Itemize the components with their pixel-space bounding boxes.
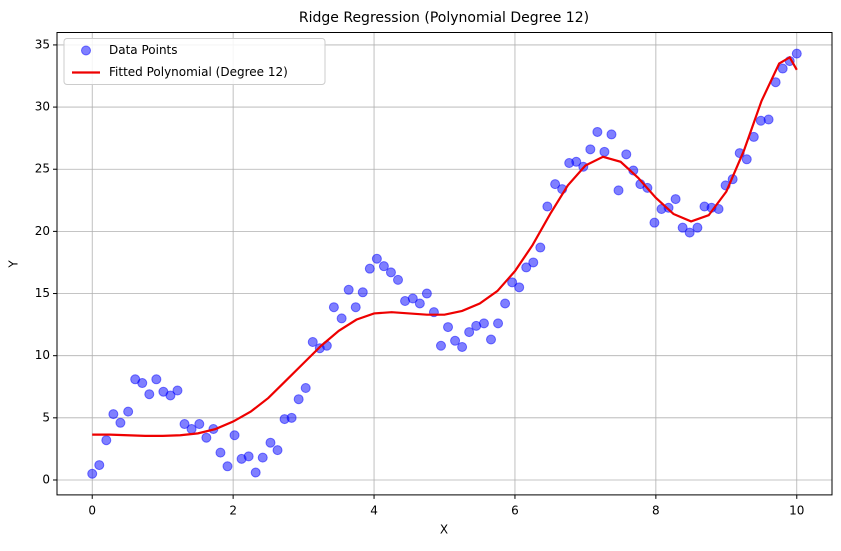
data-point xyxy=(435,340,446,351)
data-point xyxy=(300,383,311,394)
x-axis-label: X xyxy=(440,523,448,537)
data-point xyxy=(144,389,155,400)
data-point xyxy=(179,419,190,430)
data-point xyxy=(514,282,525,293)
data-point xyxy=(336,313,347,324)
data-point xyxy=(621,149,632,160)
data-point xyxy=(293,394,304,405)
data-point xyxy=(229,430,240,441)
y-tick-label: 10 xyxy=(35,348,50,362)
data-point xyxy=(151,374,162,385)
data-point xyxy=(692,222,703,233)
legend-label: Fitted Polynomial (Degree 12) xyxy=(109,65,288,79)
data-point xyxy=(500,298,511,309)
plot-frame xyxy=(56,32,833,496)
data-point xyxy=(649,217,660,228)
data-point xyxy=(307,337,318,348)
data-point xyxy=(464,327,475,338)
y-tick-label: 5 xyxy=(42,410,50,424)
data-point xyxy=(194,419,205,430)
data-point xyxy=(393,274,403,285)
legend-marker xyxy=(81,45,91,56)
y-tick-label: 25 xyxy=(35,162,50,176)
x-tick-label: 0 xyxy=(88,503,96,517)
data-point xyxy=(741,154,752,165)
data-point xyxy=(407,293,418,304)
data-point xyxy=(528,257,539,268)
data-point xyxy=(677,222,688,233)
fitted-line xyxy=(92,55,798,437)
data-point xyxy=(123,406,134,417)
data-point xyxy=(108,409,119,420)
data-point xyxy=(286,412,297,423)
chart-title: Ridge Regression (Polynomial Degree 12) xyxy=(299,10,589,26)
y-tick-label: 20 xyxy=(35,224,50,238)
data-point xyxy=(328,302,339,313)
data-point xyxy=(222,461,233,472)
data-point xyxy=(478,318,489,329)
data-point xyxy=(606,129,617,140)
data-point xyxy=(414,298,425,309)
data-point xyxy=(343,284,354,295)
legend-box xyxy=(63,38,326,85)
data-point xyxy=(87,468,98,479)
data-point xyxy=(243,451,254,462)
data-point xyxy=(521,262,532,273)
data-point xyxy=(265,437,276,448)
data-point xyxy=(137,378,148,389)
data-point xyxy=(257,452,268,463)
data-point xyxy=(101,435,112,446)
y-axis-label: Y xyxy=(7,260,21,269)
x-tick-label: 4 xyxy=(370,503,378,517)
y-tick-label: 0 xyxy=(42,472,50,486)
data-point xyxy=(201,432,212,443)
data-point xyxy=(385,267,396,278)
legend: Data Points Fitted Polynomial (Degree 12) xyxy=(63,38,326,85)
data-point xyxy=(585,144,596,155)
data-point xyxy=(378,261,389,272)
data-point xyxy=(486,334,496,345)
y-tick-label: 15 xyxy=(35,286,50,300)
data-point xyxy=(507,277,518,288)
data-point xyxy=(542,201,553,212)
x-tick-label: 6 xyxy=(511,503,519,517)
data-point xyxy=(571,156,582,167)
data-point xyxy=(421,288,432,299)
data-point xyxy=(450,335,461,346)
data-point xyxy=(684,227,695,238)
data-point xyxy=(493,318,504,329)
data-point xyxy=(371,253,382,264)
data-point xyxy=(94,460,105,471)
data-point xyxy=(443,322,454,333)
data-point xyxy=(550,179,561,190)
data-point xyxy=(791,48,802,59)
legend-label: Data Points xyxy=(109,43,178,57)
data-point xyxy=(250,467,261,478)
data-point xyxy=(165,390,176,401)
data-point xyxy=(215,447,226,458)
data-point xyxy=(535,242,546,253)
data-point xyxy=(350,302,361,313)
data-point xyxy=(592,126,603,137)
data-point xyxy=(599,146,610,157)
data-point xyxy=(115,417,126,428)
data-point xyxy=(357,287,368,298)
data-point xyxy=(457,341,468,352)
data-point xyxy=(364,263,375,274)
data-point xyxy=(613,185,624,196)
data-point xyxy=(777,63,788,74)
data-point xyxy=(663,202,674,213)
data-point xyxy=(172,385,183,396)
x-tick-label: 10 xyxy=(789,503,804,517)
x-tick-label: 8 xyxy=(652,503,660,517)
data-point xyxy=(272,445,283,456)
y-tick-label: 35 xyxy=(35,37,50,51)
x-tick-label: 2 xyxy=(229,503,237,517)
y-tick-label: 30 xyxy=(35,100,50,114)
data-point xyxy=(763,114,774,125)
data-point xyxy=(670,194,681,205)
